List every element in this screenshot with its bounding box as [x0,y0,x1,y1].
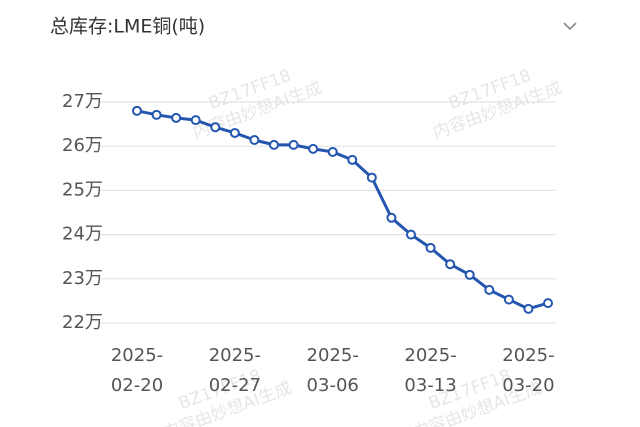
x-tick-label-line: 02-27 [209,375,261,396]
y-tick-label: 25万 [62,179,103,200]
y-tick-label: 24万 [62,224,103,245]
data-point [308,143,319,154]
x-tick-label-line: 2025- [307,345,359,366]
data-point [249,135,260,146]
x-tick-label-line: 2025- [209,345,261,366]
collapse-chevron[interactable] [563,22,577,31]
data-point [445,259,456,270]
data-line [136,109,549,311]
x-tick-label-line: 03-13 [404,375,456,396]
data-point [151,109,162,120]
x-tick-label-line: 02-20 [111,375,163,396]
data-point [190,115,201,126]
data-point [171,112,182,123]
x-tick-label: 2025- 03-06 [307,345,359,396]
data-point [132,105,142,116]
data-point [386,212,397,223]
y-tick-label: 26万 [62,135,103,156]
data-point [269,139,279,150]
data-point [347,154,358,165]
data-point [425,242,436,253]
data-point [210,122,221,133]
data-point [327,146,338,157]
x-tick-label-line: 03-20 [502,375,554,396]
x-tick-label-line: 2025- [502,345,554,366]
data-point [464,269,475,280]
x-tick-label: 2025- 02-27 [209,345,261,396]
x-tick-label-line: 2025- [111,345,163,366]
data-point [366,172,377,183]
data-point [523,303,534,314]
y-tick-label: 23万 [62,268,103,289]
data-point [484,284,495,295]
chart-title: 总库存:LME铜(吨) [50,16,205,38]
data-point [229,127,240,138]
x-tick-label: 2025- 02-20 [111,345,163,396]
x-tick-label: 2025- 03-20 [502,345,554,396]
data-point [406,229,416,240]
data-point [543,298,553,309]
x-tick-label: 2025- 03-13 [404,345,456,396]
x-tick-label-line: 03-06 [307,375,359,396]
y-tick-label: 27万 [62,91,103,112]
y-tick-label: 22万 [62,312,103,333]
x-tick-label-line: 2025- [404,345,456,366]
data-point [503,294,514,305]
data-point [288,139,299,150]
